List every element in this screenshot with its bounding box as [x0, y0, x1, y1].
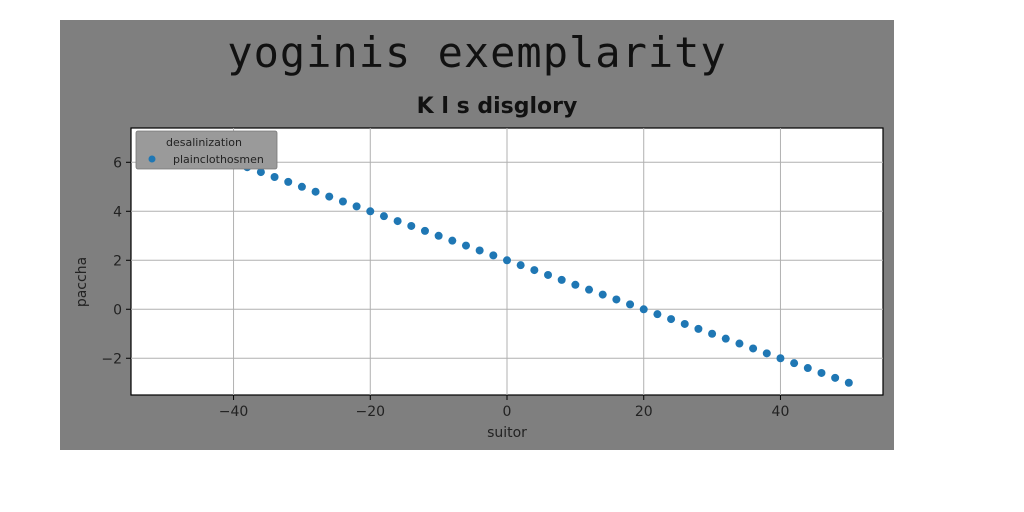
data-point	[762, 349, 771, 358]
x-axis-label: suitor	[487, 425, 527, 441]
y-tick-label: 4	[113, 204, 122, 220]
x-tick-label: −40	[219, 404, 249, 420]
y-tick-label: 6	[113, 155, 122, 171]
legend: desalinization plainclothosmen	[135, 130, 278, 170]
data-point	[694, 324, 703, 333]
y-axis-ticks: −2 0 2 4 6	[101, 155, 131, 367]
data-point	[598, 290, 607, 299]
data-point	[297, 182, 306, 191]
x-tick-label: 40	[772, 404, 790, 420]
data-point	[366, 207, 375, 216]
legend-entry-2: plainclothosmen	[173, 153, 264, 166]
data-point	[653, 310, 662, 319]
x-tick-label: 0	[503, 404, 512, 420]
data-point	[585, 285, 594, 294]
data-point	[256, 168, 265, 177]
data-point	[667, 315, 676, 324]
data-point	[434, 231, 443, 240]
data-point	[448, 236, 457, 245]
y-tick-label: 0	[113, 302, 122, 318]
data-point	[831, 373, 840, 382]
data-point	[338, 197, 347, 206]
data-point	[803, 364, 812, 373]
data-point	[721, 334, 730, 343]
data-point	[325, 192, 334, 201]
data-point	[461, 241, 470, 250]
legend-box	[135, 130, 278, 170]
data-point	[612, 295, 621, 304]
x-tick-label: −20	[355, 404, 385, 420]
data-point	[680, 319, 689, 328]
data-point	[503, 256, 511, 265]
y-tick-label: 2	[113, 253, 122, 269]
data-point	[311, 187, 320, 196]
data-point	[817, 368, 826, 377]
data-point	[420, 226, 429, 235]
data-point	[393, 217, 402, 226]
data-point	[530, 266, 539, 275]
data-point	[475, 246, 484, 255]
data-point	[379, 212, 388, 221]
data-point	[489, 251, 498, 260]
chart-title: K l s disglory	[417, 94, 578, 119]
x-axis-ticks: −40 −20 0 20 40	[219, 395, 790, 420]
data-point	[735, 339, 744, 348]
data-point	[270, 172, 279, 181]
data-point	[352, 202, 361, 211]
figure-background: yoginis exemplarity −2 0 2 4 6 −40 −20 0 20 40 K…	[60, 20, 894, 450]
data-point	[516, 261, 525, 270]
data-point	[708, 329, 717, 338]
data-point	[776, 354, 785, 363]
x-tick-label: 20	[635, 404, 653, 420]
data-point	[844, 378, 853, 387]
data-point	[571, 280, 580, 289]
legend-marker-2	[148, 155, 156, 163]
data-point	[544, 270, 553, 279]
data-point	[749, 344, 758, 353]
figure-suptitle: yoginis exemplarity	[227, 28, 727, 77]
y-tick-label: −2	[101, 351, 122, 367]
data-point	[557, 275, 566, 284]
data-point	[639, 305, 648, 314]
data-point	[284, 177, 293, 186]
y-axis-label: paccha	[74, 257, 90, 307]
data-point	[790, 359, 799, 368]
data-point	[407, 221, 416, 230]
data-point	[626, 300, 635, 309]
legend-entry-1: desalinization	[166, 136, 242, 149]
